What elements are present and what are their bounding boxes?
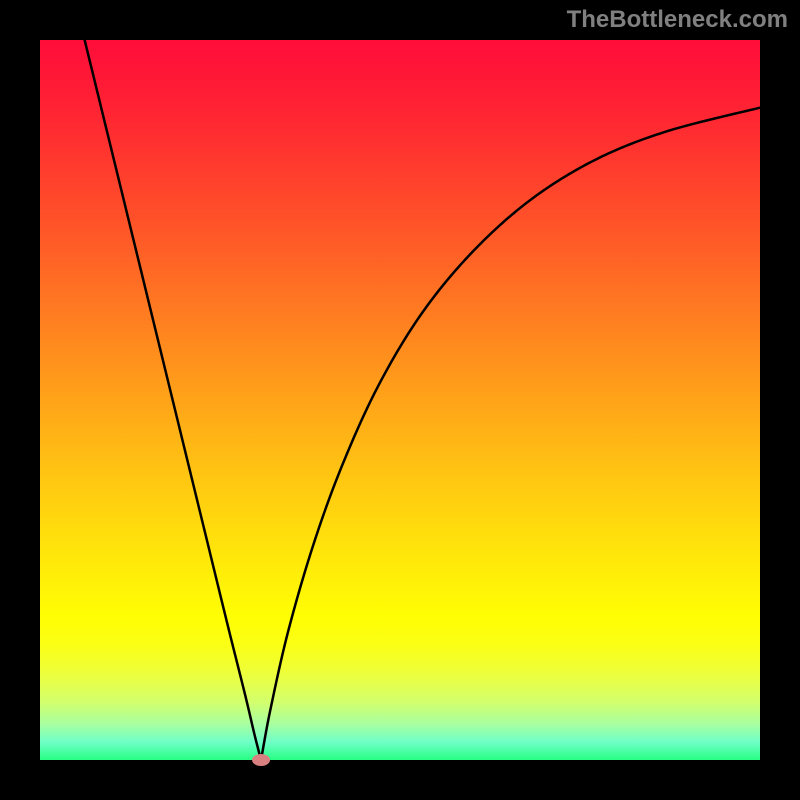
plot-background-gradient	[40, 40, 760, 760]
watermark-text: TheBottleneck.com	[567, 6, 788, 34]
figure-container: { "figure": { "width": 800, "height": 80…	[0, 0, 800, 800]
minimum-marker	[252, 754, 270, 766]
plot-svg	[0, 0, 800, 800]
